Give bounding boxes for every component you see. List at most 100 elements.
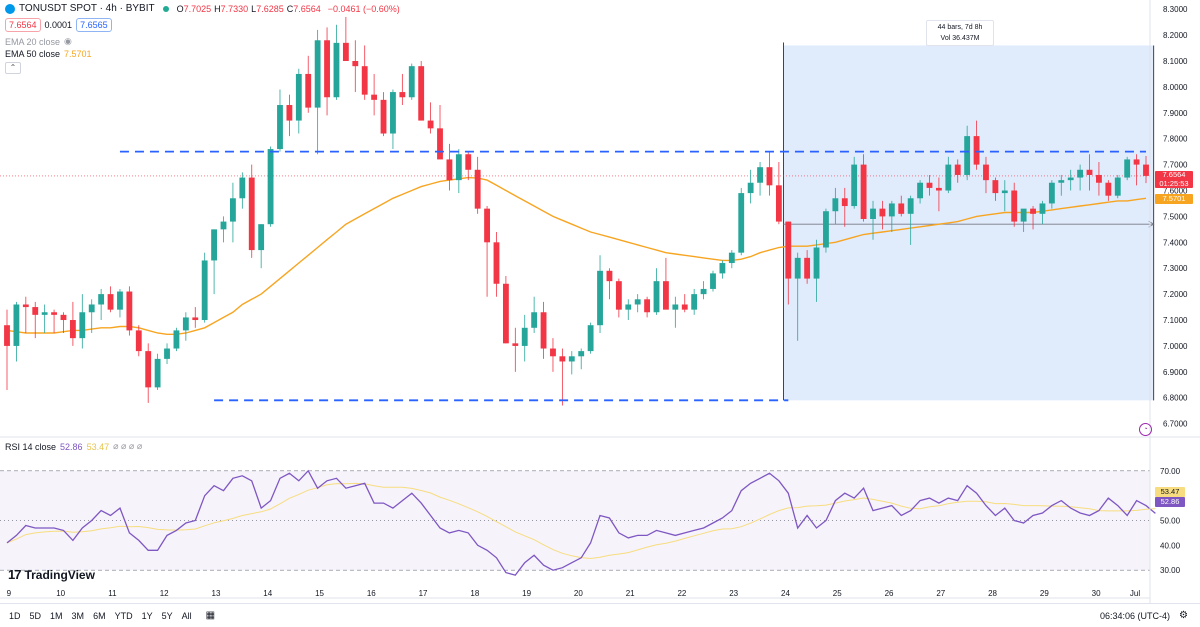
candle (945, 156, 952, 194)
candle (41, 304, 48, 333)
price-tick: 6.8000 (1163, 394, 1188, 403)
candle (4, 309, 10, 390)
candle (710, 270, 716, 292)
candle (926, 174, 933, 196)
candle (917, 180, 924, 204)
candle-body (606, 270, 613, 282)
ema50-legend[interactable]: EMA 50 close 7.5701 (5, 49, 92, 59)
time-tick: 21 (626, 589, 635, 598)
candle-body (794, 257, 801, 279)
sell-price-button[interactable]: 7.6564 (5, 18, 41, 32)
candle-body (1011, 190, 1018, 222)
candle-body (211, 229, 218, 261)
ema20-legend[interactable]: EMA 20 close ◉ (5, 36, 72, 47)
buy-price-button[interactable]: 7.6565 (76, 18, 112, 32)
rsi-tick: 30.00 (1160, 566, 1181, 575)
measure-range-box (783, 45, 1154, 401)
timeframe-3m[interactable]: 3M (71, 610, 85, 621)
timeframe-1m[interactable]: 1M (50, 610, 63, 621)
price-tick: 7.2000 (1163, 290, 1188, 299)
rsi-value-label: 52.86 (1155, 497, 1185, 507)
candle (408, 63, 415, 100)
candle (107, 286, 114, 313)
market-status-icon (162, 5, 169, 12)
rsi-tick: 50.00 (1160, 517, 1181, 526)
rsi-layer (0, 469, 1156, 576)
date-range-icon[interactable]: ▦ (205, 610, 216, 621)
timeframe-6m[interactable]: 6M (93, 610, 106, 621)
candle-body (22, 304, 29, 308)
time-tick: 24 (781, 589, 790, 598)
candle (691, 288, 698, 315)
candle (32, 301, 39, 339)
candle (333, 24, 340, 100)
candle-body (568, 356, 575, 362)
ohlc-value-c: 7.6564 (293, 3, 321, 14)
timeframe-ytd[interactable]: YTD (114, 610, 133, 621)
candle (898, 195, 905, 217)
rsi-tick: 40.00 (1160, 541, 1181, 550)
timeframe-5d[interactable]: 5D (29, 610, 42, 621)
candle-body (286, 105, 293, 121)
time-tick: 13 (212, 589, 221, 598)
candle (870, 200, 876, 240)
candle-body (625, 304, 632, 310)
symbol-title[interactable]: TONUSDT SPOT · 4h · BYBIT (19, 3, 155, 14)
candle-body (935, 187, 942, 191)
candle (267, 146, 274, 227)
candle-body (408, 66, 415, 98)
candle-body (60, 314, 67, 321)
timeframe-1y[interactable]: 1Y (141, 610, 153, 621)
candle (785, 221, 792, 305)
candle-body (597, 270, 603, 326)
candle-body (390, 92, 396, 134)
candle (154, 353, 161, 390)
ema50-value: 7.5701 (64, 49, 92, 59)
candle-body (502, 283, 509, 344)
candle-body (446, 159, 453, 181)
candle-body (1039, 203, 1046, 214)
candle-body (1133, 159, 1140, 165)
candle-body (747, 182, 754, 194)
timeframe-1d[interactable]: 1D (9, 610, 21, 621)
price-tick: 7.9000 (1163, 109, 1188, 118)
price-tick: 7.4000 (1163, 238, 1188, 247)
candle-body (324, 40, 330, 98)
rsi-legend[interactable]: RSI 14 close 52.86 53.47 ⌀ ⌀ ⌀ ⌀ (5, 441, 142, 452)
candle (757, 162, 763, 196)
alert-icon[interactable]: ◔ (1139, 423, 1152, 436)
price-tick: 6.9000 (1163, 368, 1188, 377)
rsi-line (6, 469, 1156, 576)
candle-body (117, 291, 123, 310)
ohlc-key-c: C (286, 3, 294, 14)
time-tick: 17 (419, 589, 428, 598)
time-tick: 27 (936, 589, 945, 598)
candle-body (757, 167, 763, 183)
measure-range-layer (783, 42, 1155, 401)
candle (446, 143, 453, 191)
candle (747, 169, 754, 204)
candle (681, 294, 688, 313)
candle (493, 231, 500, 297)
measure-volume: Vol 36.437M (940, 35, 980, 42)
collapse-legend-button[interactable]: ⌃ (5, 62, 21, 74)
candle-body (493, 242, 500, 284)
measure-bars: 44 bars, 7d 8h (937, 24, 983, 31)
candle (973, 120, 980, 170)
candle-body (700, 288, 707, 295)
ohlc-key-o: O (176, 3, 184, 14)
legend-main: TONUSDT SPOT · 4h · BYBIT O7.7025 H7.7330… (5, 3, 400, 14)
candle-body (399, 92, 406, 98)
rsi-ma-label: 53.47 (1155, 487, 1185, 497)
timeframe-all[interactable]: All (181, 610, 192, 621)
eye-hidden-icon[interactable]: ◉ (64, 36, 72, 46)
settings-icon[interactable]: ⚙ (1179, 610, 1188, 621)
timeframe-5y[interactable]: 5Y (161, 610, 173, 621)
candle-body (248, 177, 255, 251)
candle (700, 281, 707, 300)
candle (550, 338, 556, 372)
candle (823, 208, 829, 253)
candle-body (1020, 208, 1027, 222)
clock-time: 06:34:06 (UTC-4) (1099, 610, 1170, 621)
